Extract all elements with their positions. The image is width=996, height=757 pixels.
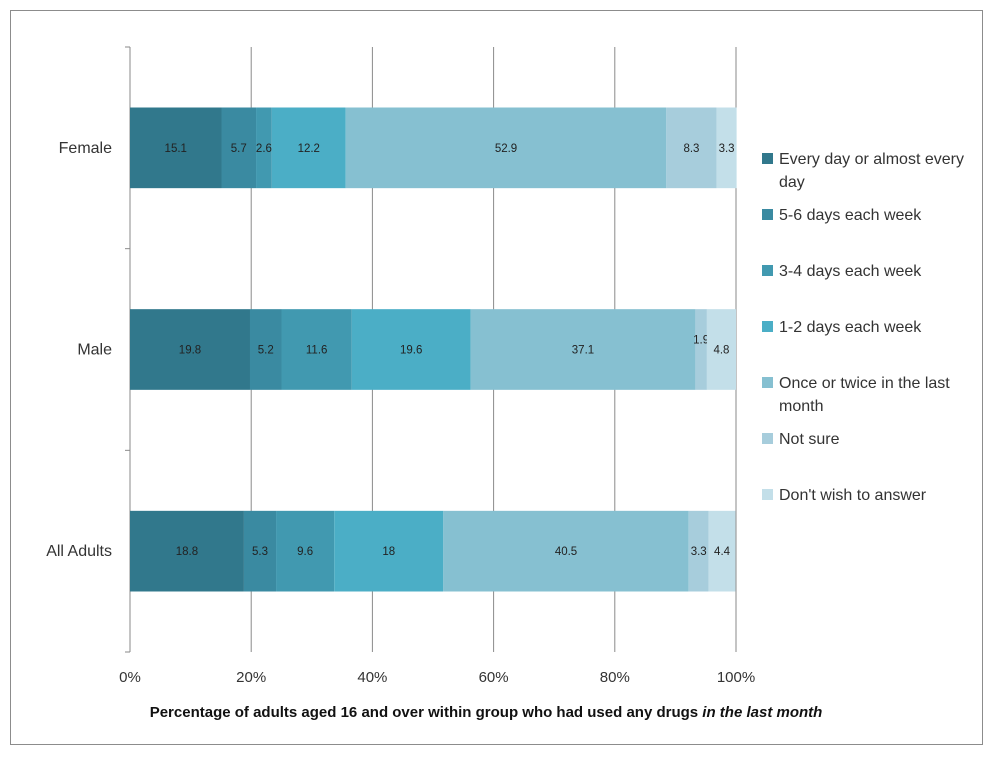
bar-segment: [716, 107, 737, 189]
bar-segment: [706, 309, 736, 390]
data-label: 5.2: [258, 345, 274, 357]
x-axis-title: Percentage of adults aged 16 and over wi…: [150, 704, 823, 721]
data-label: 3.3: [691, 546, 707, 558]
x-axis-title-italic: in the last month: [702, 704, 822, 721]
bar-segment: [130, 107, 222, 189]
x-tick-label: 40%: [357, 669, 387, 686]
bar-segment: [130, 309, 250, 390]
legend-item: 3-4 days each week: [762, 260, 979, 283]
legend-label: Every day or almost every day: [779, 151, 964, 191]
legend-item: Once or twice in the last month: [762, 372, 979, 418]
legend-swatch: [762, 489, 773, 500]
legend-label: Don't wish to answer: [779, 487, 927, 504]
legend-label: Not sure: [779, 431, 840, 448]
data-label: 8.3: [683, 143, 699, 155]
x-tick-label: 100%: [717, 669, 755, 686]
bar-segment: [249, 309, 282, 390]
legend-item: Every day or almost every day: [762, 148, 979, 194]
bar-segment: [271, 107, 346, 189]
data-label: 4.8: [713, 345, 729, 357]
x-axis-title-main: Percentage of adults aged 16 and over wi…: [150, 704, 703, 721]
legend-label: 1-2 days each week: [779, 319, 922, 336]
data-label: 1.9: [693, 335, 709, 347]
legend-swatch: [762, 153, 773, 164]
data-label: 5.3: [252, 546, 268, 558]
legend-swatch: [762, 433, 773, 444]
data-label: 18.8: [176, 546, 198, 558]
legend-label: 5-6 days each week: [779, 207, 922, 224]
data-label: 4.4: [714, 546, 731, 558]
bar-segment: [470, 309, 696, 390]
legend-item: 1-2 days each week: [762, 316, 979, 339]
legend-swatch: [762, 321, 773, 332]
bar-segment: [443, 510, 689, 592]
bar-segment: [256, 107, 272, 189]
bar-segment: [695, 309, 707, 390]
data-label: 5.7: [231, 143, 247, 155]
bar-segment: [281, 309, 352, 390]
data-label: 11.6: [306, 345, 328, 357]
data-label: 9.6: [297, 546, 313, 558]
data-label: 3.3: [719, 143, 735, 155]
data-label: 19.6: [400, 345, 422, 357]
data-label: 12.2: [298, 143, 320, 155]
legend-item: Not sure: [762, 428, 979, 451]
bar-segment: [243, 510, 277, 592]
bar-segment: [276, 510, 335, 592]
chart-frame: [10, 10, 983, 745]
bar-segment: [130, 510, 244, 592]
legend-item: Don't wish to answer: [762, 484, 979, 507]
data-label: 19.8: [179, 345, 201, 357]
bar-segment: [221, 107, 257, 189]
data-label: 18: [382, 546, 395, 558]
data-label: 15.1: [165, 143, 187, 155]
legend-label: Once or twice in the last month: [779, 375, 950, 415]
legend-swatch: [762, 209, 773, 220]
bar-segment: [666, 107, 717, 189]
legend-swatch: [762, 377, 773, 388]
bar-segment: [688, 510, 709, 592]
x-tick-label: 0%: [119, 669, 141, 686]
legend-swatch: [762, 265, 773, 276]
data-label: 2.6: [256, 143, 272, 155]
x-tick-label: 60%: [479, 669, 509, 686]
category-label: Male: [77, 342, 112, 359]
x-tick-label: 20%: [236, 669, 266, 686]
data-label: 40.5: [555, 546, 577, 558]
bar-segment: [351, 309, 471, 390]
category-label: All Adults: [46, 543, 112, 560]
category-label: Female: [59, 140, 112, 157]
bar-segment: [708, 510, 736, 592]
data-label: 52.9: [495, 143, 517, 155]
legend-label: 3-4 days each week: [779, 263, 922, 280]
bar-segment: [334, 510, 444, 592]
bar-segment: [345, 107, 667, 189]
legend-item: 5-6 days each week: [762, 204, 979, 227]
x-tick-label: 80%: [600, 669, 630, 686]
data-label: 37.1: [572, 345, 594, 357]
